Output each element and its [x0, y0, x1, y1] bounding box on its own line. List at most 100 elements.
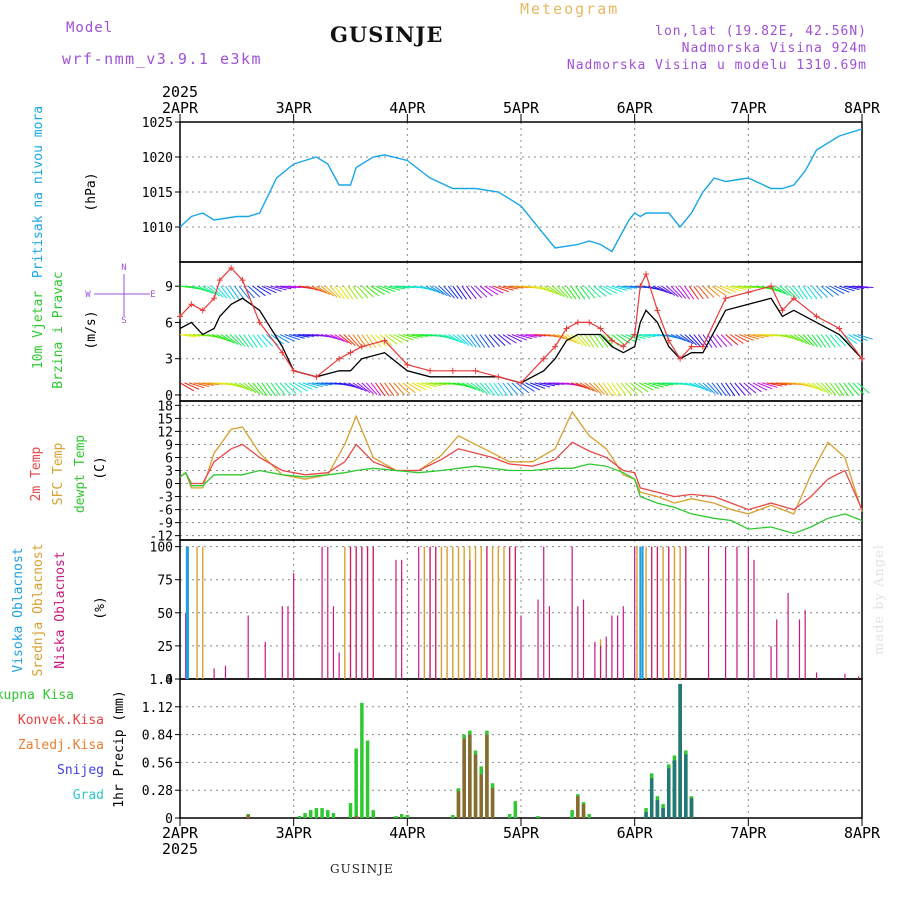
total-precip-bar — [399, 814, 404, 818]
x-tick-label: 6APR — [617, 99, 654, 117]
wind-barb — [379, 285, 396, 292]
wind-barb — [284, 334, 300, 341]
wind-barb — [284, 382, 297, 395]
wind-barb — [497, 382, 508, 397]
wind-barb — [588, 334, 599, 348]
wind-barb — [307, 382, 323, 388]
conv-precip-bar — [246, 815, 250, 818]
y-tick-label: 1.4 — [150, 673, 174, 688]
wind-barb — [852, 382, 865, 395]
wind-barb — [584, 334, 595, 348]
wind-gust-marker — [404, 361, 411, 368]
x-tick-label: 3APR — [276, 99, 313, 117]
wind-barb — [529, 382, 546, 389]
wind-gust-marker — [665, 337, 672, 344]
wind-barb — [843, 382, 854, 396]
wind-barb — [575, 334, 587, 347]
wind-barb — [479, 334, 490, 348]
wind-barb — [802, 285, 813, 300]
conv-precip-bar — [473, 754, 478, 818]
wind-gust-marker — [586, 319, 593, 326]
wind-barb — [725, 285, 742, 292]
wind-barb — [179, 334, 196, 338]
wind-barb — [816, 382, 829, 394]
wind-gust-marker — [574, 319, 581, 326]
wind-barb — [379, 334, 393, 346]
total-precip-bar — [451, 815, 455, 818]
wind-barb — [493, 285, 509, 293]
wind-barb — [343, 285, 354, 300]
dewpoint-line — [179, 463, 863, 535]
wind-barb — [598, 285, 612, 296]
wind-barb — [734, 382, 746, 396]
wind-barb — [434, 285, 448, 297]
wind-barb — [229, 285, 240, 300]
wind-barb — [688, 334, 701, 347]
wind-barb — [507, 285, 524, 289]
wind-barb — [447, 334, 463, 344]
wind-barb — [539, 382, 556, 387]
wind-gust-marker — [540, 355, 547, 362]
x-tick-label: 4APR — [389, 99, 426, 117]
wind-gust-marker — [620, 343, 627, 350]
wind-barb — [679, 334, 694, 345]
wind-barb — [557, 334, 573, 342]
total-precip-bar — [570, 810, 574, 818]
wind-gust-marker — [768, 283, 775, 290]
wind-barb — [643, 382, 659, 390]
wind-barb — [384, 382, 395, 397]
wind-barb — [811, 382, 826, 393]
wind-gust-marker — [859, 355, 865, 362]
wind-gust-marker — [779, 307, 786, 314]
wind-barb — [852, 334, 868, 342]
wind-barb — [289, 334, 305, 339]
wind-gust-marker — [313, 373, 320, 380]
conv-precip-bar — [456, 791, 461, 818]
wind-barb — [389, 285, 405, 290]
wind-barb — [202, 382, 219, 386]
total-precip-bar — [371, 810, 375, 818]
wind-barb — [370, 382, 382, 396]
wind-barb — [788, 285, 800, 299]
wind-barb — [520, 334, 537, 338]
wind-barb — [825, 382, 837, 396]
wind-barb — [616, 382, 627, 396]
wind-barb — [256, 382, 268, 396]
wind-barb — [793, 334, 808, 345]
wind-barb — [397, 382, 411, 395]
wind-barb — [502, 285, 519, 290]
y-tick-label: 25 — [157, 640, 173, 655]
precip-legend-conv: Konvek.Kisa — [18, 713, 104, 728]
wind-barb — [220, 334, 235, 344]
wind-barb — [611, 382, 622, 397]
y-axis-unit-label: (hPa) — [84, 172, 99, 211]
wind-barb — [729, 334, 744, 344]
wind-barb — [570, 334, 584, 346]
wind-barb — [398, 334, 414, 341]
wind-barb — [666, 285, 679, 298]
wind-barb — [707, 334, 718, 348]
wind-barb — [211, 334, 227, 341]
wind-barb — [807, 382, 822, 391]
wind-barb — [247, 285, 261, 298]
wind-barb — [679, 285, 691, 300]
wind-barb — [825, 334, 836, 348]
wind-barb — [430, 382, 447, 386]
compass-label: N — [121, 263, 126, 273]
wind-barb — [857, 382, 870, 394]
wind-barb — [593, 285, 607, 297]
wind-gust-marker — [677, 355, 684, 362]
snow-precip-bar — [649, 778, 654, 818]
precip-legend-snow: Snijeg — [57, 763, 104, 778]
wind-gust-marker — [790, 295, 797, 302]
wind-gust-marker — [495, 373, 502, 380]
wind-barb — [716, 285, 731, 295]
wind-barb — [275, 334, 290, 344]
wind-barb — [616, 285, 633, 290]
wind-barb — [506, 382, 519, 396]
temp2m-line — [179, 441, 863, 511]
total-precip-bar — [360, 702, 364, 818]
wind-barb — [834, 334, 847, 347]
wind-barb — [588, 285, 601, 298]
wind-barb — [361, 382, 374, 395]
